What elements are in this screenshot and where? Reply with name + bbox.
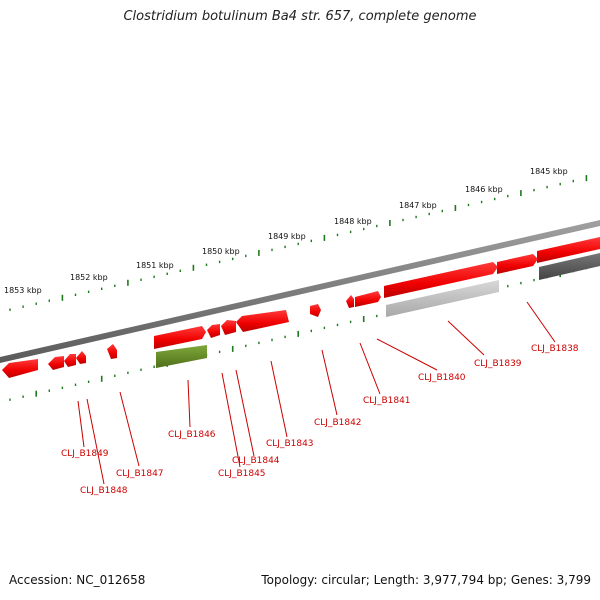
scale-label: 1852 kbp — [70, 273, 108, 282]
gene-label[interactable]: CLJ_B1841 — [363, 396, 411, 406]
gene-label[interactable]: CLJ_B1848 — [80, 486, 128, 496]
forward-genes — [2, 237, 600, 378]
rna-feature[interactable] — [156, 345, 207, 368]
gene-feature[interactable] — [221, 320, 236, 335]
upper-scale-ticks — [9, 175, 588, 311]
gene-feature[interactable] — [76, 351, 86, 364]
accession-text: Accession: NC_012658 — [9, 573, 146, 587]
gene-label[interactable]: CLJ_B1844 — [232, 456, 280, 466]
scale-label: 1851 kbp — [136, 261, 174, 270]
gene-feature[interactable] — [236, 310, 289, 332]
reverse-features — [156, 253, 600, 368]
gene-label[interactable]: CLJ_B1840 — [418, 373, 466, 383]
gene-label[interactable]: CLJ_B1838 — [531, 344, 579, 354]
gene-feature[interactable] — [48, 356, 64, 370]
lower-scale-ticks — [9, 266, 588, 401]
label-leaders — [77, 301, 556, 485]
gene-feature[interactable] — [107, 344, 117, 359]
gene-feature-dark[interactable] — [539, 253, 600, 280]
gene-label[interactable]: CLJ_B1842 — [314, 418, 362, 428]
gene-feature[interactable] — [310, 304, 321, 317]
scale-label: 1850 kbp — [202, 247, 240, 256]
scale-label: 1846 kbp — [465, 185, 503, 194]
gene-label[interactable]: CLJ_B1839 — [474, 359, 522, 369]
genome-summary-text: Topology: circular; Length: 3,977,794 bp… — [261, 573, 591, 587]
gene-label[interactable]: CLJ_B1846 — [168, 430, 216, 440]
genome-backbone — [0, 220, 600, 363]
gene-label[interactable]: CLJ_B1847 — [116, 469, 164, 479]
scale-labels: 1845 kbp 1846 kbp 1847 kbp 1848 kbp 1849… — [4, 167, 568, 295]
gene-feature[interactable] — [207, 324, 220, 338]
gene-feature-grey[interactable] — [386, 280, 499, 317]
gene-labels: CLJ_B1838 CLJ_B1839 CLJ_B1840 CLJ_B1841 … — [61, 344, 579, 496]
gene-feature[interactable] — [384, 262, 498, 298]
scale-label: 1853 kbp — [4, 286, 42, 295]
gene-feature[interactable] — [2, 359, 38, 378]
gene-feature[interactable] — [64, 354, 76, 367]
gene-feature[interactable] — [346, 295, 354, 308]
gene-label[interactable]: CLJ_B1845 — [218, 469, 266, 479]
scale-label: 1848 kbp — [334, 217, 372, 226]
gene-feature[interactable] — [154, 326, 206, 349]
gene-feature[interactable] — [537, 237, 600, 263]
gene-label[interactable]: CLJ_B1849 — [61, 449, 109, 459]
gene-feature[interactable] — [497, 254, 538, 274]
genome-title: Clostridium botulinum Ba4 str. 657, comp… — [123, 9, 477, 24]
gene-label[interactable]: CLJ_B1843 — [266, 439, 314, 449]
gene-feature[interactable] — [355, 291, 381, 307]
scale-label: 1849 kbp — [268, 232, 306, 241]
scale-label: 1847 kbp — [399, 201, 437, 210]
scale-label: 1845 kbp — [530, 167, 568, 176]
